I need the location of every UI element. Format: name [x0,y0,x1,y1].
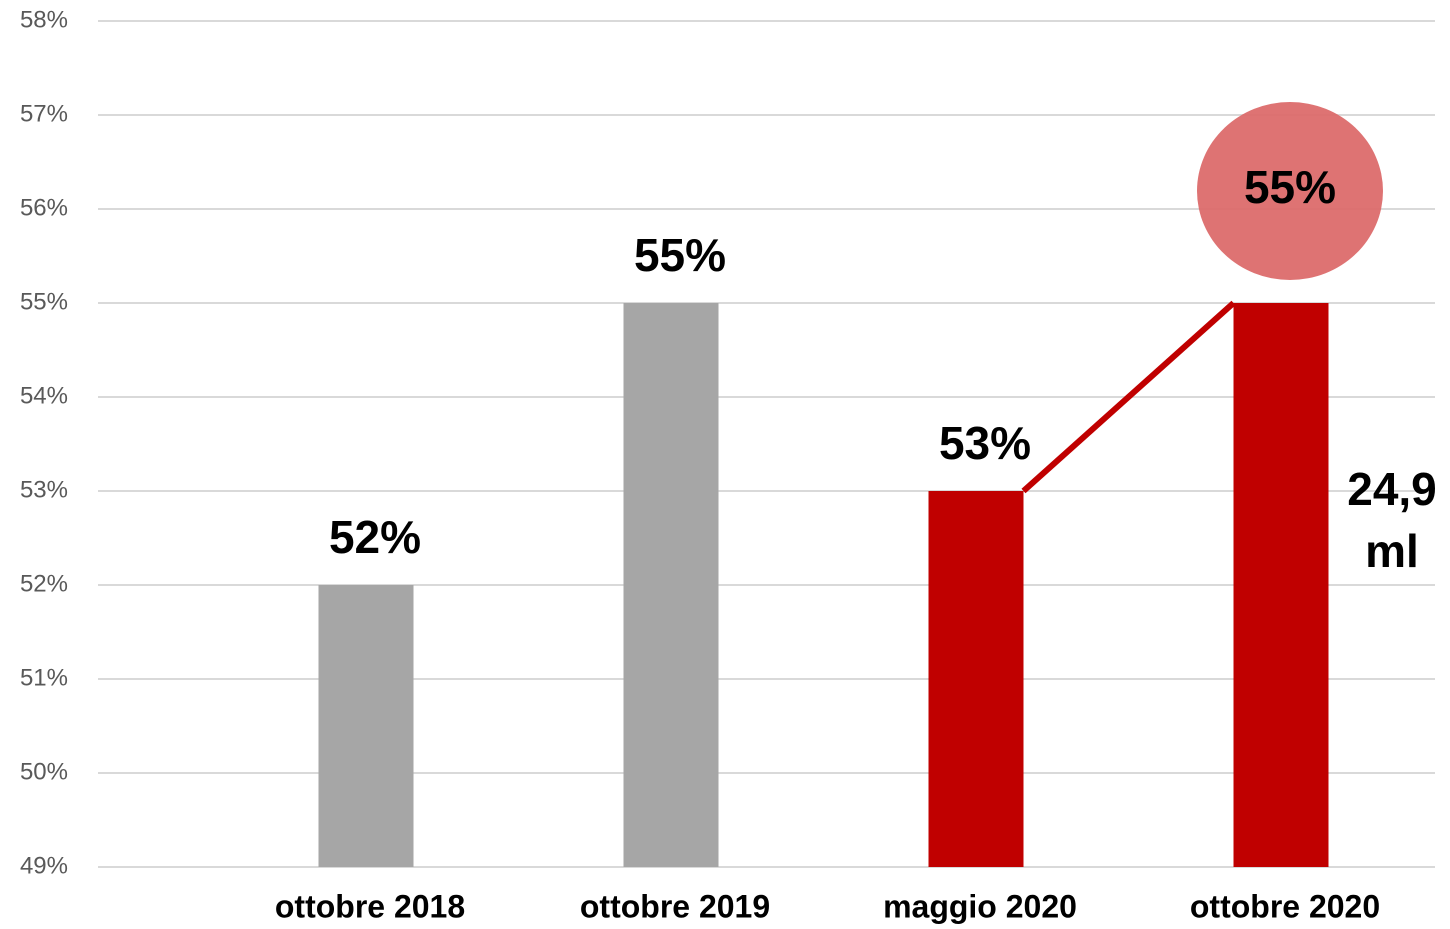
data-label: 53% [939,417,1031,469]
y-tick-label: 53% [20,476,68,503]
annotation: ml [1365,525,1419,577]
x-tick-label: ottobre 2019 [580,888,770,924]
data-label: 52% [329,511,421,563]
trend-line [1021,300,1236,494]
x-tick-label: ottobre 2018 [275,888,465,924]
bar [1233,303,1329,867]
bar [318,585,414,867]
y-tick-label: 55% [20,288,68,315]
y-tick-label: 50% [20,758,68,785]
y-tick-label: 52% [20,570,68,597]
bar [623,303,719,867]
data-label: 55% [1244,161,1336,213]
y-tick-label: 57% [20,100,68,127]
x-tick-label: ottobre 2020 [1190,888,1380,924]
y-tick-label: 56% [20,194,68,221]
y-tick-label: 58% [20,6,68,33]
y-tick-label: 51% [20,664,68,691]
data-label: 55% [634,229,726,281]
highlight-circle [1197,102,1383,280]
y-tick-label: 54% [20,382,68,409]
bar [928,491,1024,867]
annotation: 24,9 [1347,463,1437,515]
x-tick-label: maggio 2020 [883,888,1077,924]
y-tick-label: 49% [20,852,68,879]
